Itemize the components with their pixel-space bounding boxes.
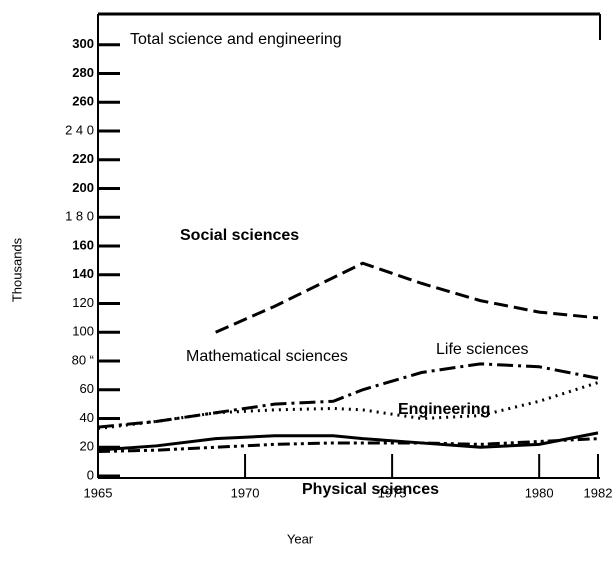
y-tick-label: 100 (72, 324, 94, 339)
x-tick-label: 1970 (231, 485, 260, 500)
y-tick-label: 280 (72, 65, 94, 80)
series-label: Mathematical sciences (186, 348, 348, 365)
series-label: Engineering (398, 401, 490, 418)
y-tick-label: 200 (72, 180, 94, 195)
x-axis-label: Year (287, 531, 314, 546)
series-line (97, 437, 599, 454)
x-tick-label: 1975 (378, 485, 407, 500)
y-tick-label: 0 (87, 467, 94, 482)
y-tick-label: 300 (72, 36, 94, 51)
series-line (97, 362, 599, 429)
y-tick-label: 2 4 0 (65, 122, 94, 137)
series-line (215, 261, 599, 334)
x-tick-label: 1965 (84, 485, 113, 500)
y-axis-label: Thousands (9, 237, 24, 302)
series-line (97, 381, 599, 431)
y-tick-label: 20 (80, 439, 94, 454)
y-tick-label: 220 (72, 151, 94, 166)
y-tick-label: 260 (72, 94, 94, 109)
y-tick-label: 80 “ (72, 352, 94, 367)
y-tick-label: 1 8 0 (65, 209, 94, 224)
x-tick-label: 1980 (525, 485, 554, 500)
series-label: Social sciences (180, 227, 299, 244)
y-tick-label: 40 (80, 410, 94, 425)
y-tick-label: 160 (72, 237, 94, 252)
x-tick-label: 1982 (584, 485, 613, 500)
series-label: Life sciences (436, 341, 529, 358)
y-tick-label: 120 (72, 295, 94, 310)
y-tick-label: 60 (80, 381, 94, 396)
annotation: Total science and engineering (130, 31, 342, 48)
y-tick-label: 140 (72, 266, 94, 281)
series-line (97, 431, 599, 452)
series-label: Physical sciences (302, 481, 439, 498)
